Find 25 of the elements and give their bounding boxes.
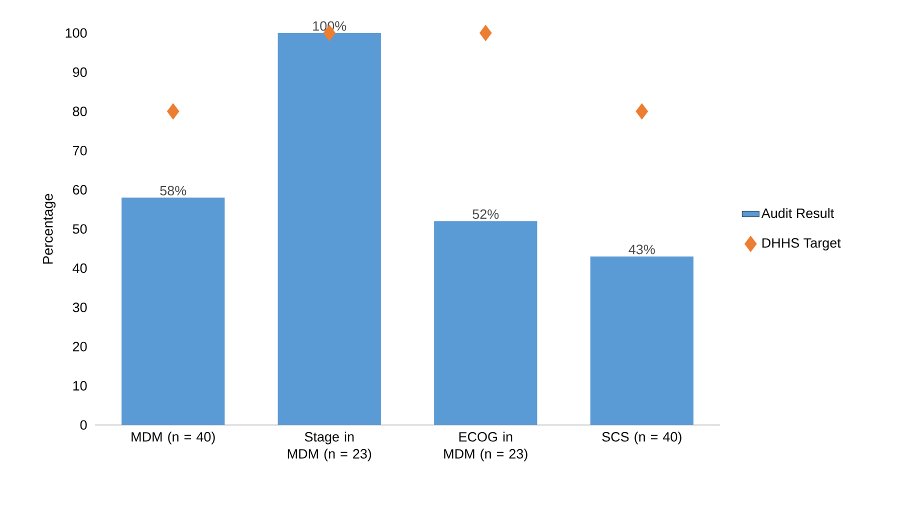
y-tick-label: 60 bbox=[72, 185, 87, 195]
y-tick-label: 100 bbox=[66, 28, 87, 38]
bar bbox=[122, 198, 225, 425]
y-tick-label: 20 bbox=[72, 342, 87, 352]
legend-label: DHHS Target bbox=[762, 238, 841, 250]
bar bbox=[278, 32, 381, 425]
data-label: 43% bbox=[628, 244, 655, 254]
x-tick-label: SCS (n = 40) bbox=[602, 432, 682, 444]
y-tick-label: 30 bbox=[72, 302, 87, 312]
y-tick-label: 50 bbox=[72, 224, 87, 234]
y-tick-label: 40 bbox=[72, 263, 87, 273]
y-tick-label: 0 bbox=[80, 420, 87, 430]
bar bbox=[590, 256, 694, 425]
bar bbox=[434, 221, 538, 425]
x-tick-label: ECOG in MDM (n = 23) bbox=[444, 432, 528, 462]
y-tick-label: 10 bbox=[73, 381, 87, 391]
x-tick-label: MDM (n = 40) bbox=[132, 432, 215, 444]
data-label: 58% bbox=[160, 186, 186, 196]
y-tick-label: 80 bbox=[72, 106, 87, 116]
legend-label: Audit Result bbox=[761, 208, 834, 218]
data-label: 52% bbox=[472, 209, 499, 219]
y-axis-title: Percentage bbox=[43, 194, 56, 264]
y-tick-label: 70 bbox=[72, 146, 87, 156]
x-tick-label: Stage in MDM (n = 23) bbox=[288, 432, 372, 462]
y-tick-label: 90 bbox=[72, 67, 87, 77]
